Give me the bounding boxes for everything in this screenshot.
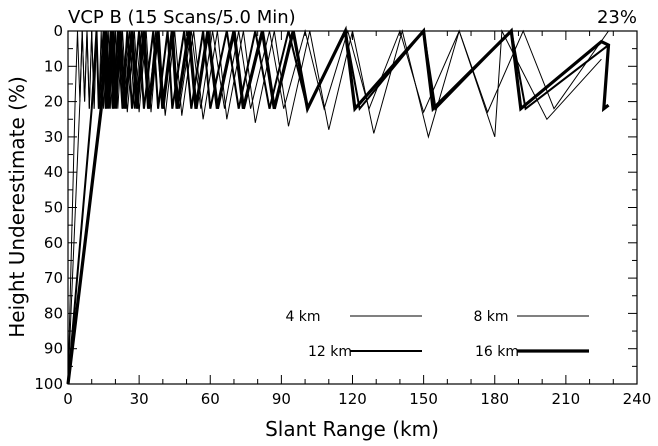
x-tick-label: 120 — [338, 390, 367, 408]
chart-title: VCP B (15 Scans/5.0 Min) — [68, 7, 296, 28]
legend-label: 8 km — [473, 309, 508, 325]
y-tick-label: 70 — [44, 269, 63, 287]
x-axis-label: Slant Range (km) — [265, 417, 439, 441]
x-tick-label: 90 — [272, 390, 291, 408]
corner-label: 23% — [597, 7, 637, 28]
y-tick-label: 10 — [44, 57, 63, 75]
series-layer — [66, 25, 611, 385]
y-axis-label: Height Underestimate (%) — [5, 76, 29, 338]
y-tick-label: 60 — [44, 234, 63, 252]
y-tick-label: 80 — [44, 304, 63, 322]
legend-label: 4 km — [285, 309, 320, 325]
x-tick-label: 240 — [623, 390, 652, 408]
y-tick-label: 50 — [44, 199, 63, 217]
legend: 4 km 8 km 12 km 16 km — [285, 309, 589, 360]
x-tick-label: 60 — [201, 390, 220, 408]
x-tick-label: 0 — [63, 390, 73, 408]
x-axis: 0 30 60 90 120 150 180 210 240 — [63, 31, 651, 408]
legend-label: 16 km — [475, 344, 519, 360]
y-tick-label: 100 — [34, 375, 63, 393]
y-tick-label: 20 — [44, 93, 63, 111]
x-tick-label: 150 — [409, 390, 438, 408]
y-tick-label: 90 — [44, 340, 63, 358]
y-axis: 0 10 20 30 40 50 60 70 80 90 100 — [34, 22, 637, 393]
y-tick-label: 0 — [53, 22, 63, 40]
x-tick-label: 30 — [130, 390, 149, 408]
y-tick-label: 40 — [44, 163, 63, 181]
legend-label: 12 km — [308, 344, 352, 360]
x-tick-label: 210 — [552, 390, 581, 408]
x-tick-label: 180 — [480, 390, 509, 408]
y-tick-label: 30 — [44, 128, 63, 146]
series-line-4 — [66, 25, 611, 385]
